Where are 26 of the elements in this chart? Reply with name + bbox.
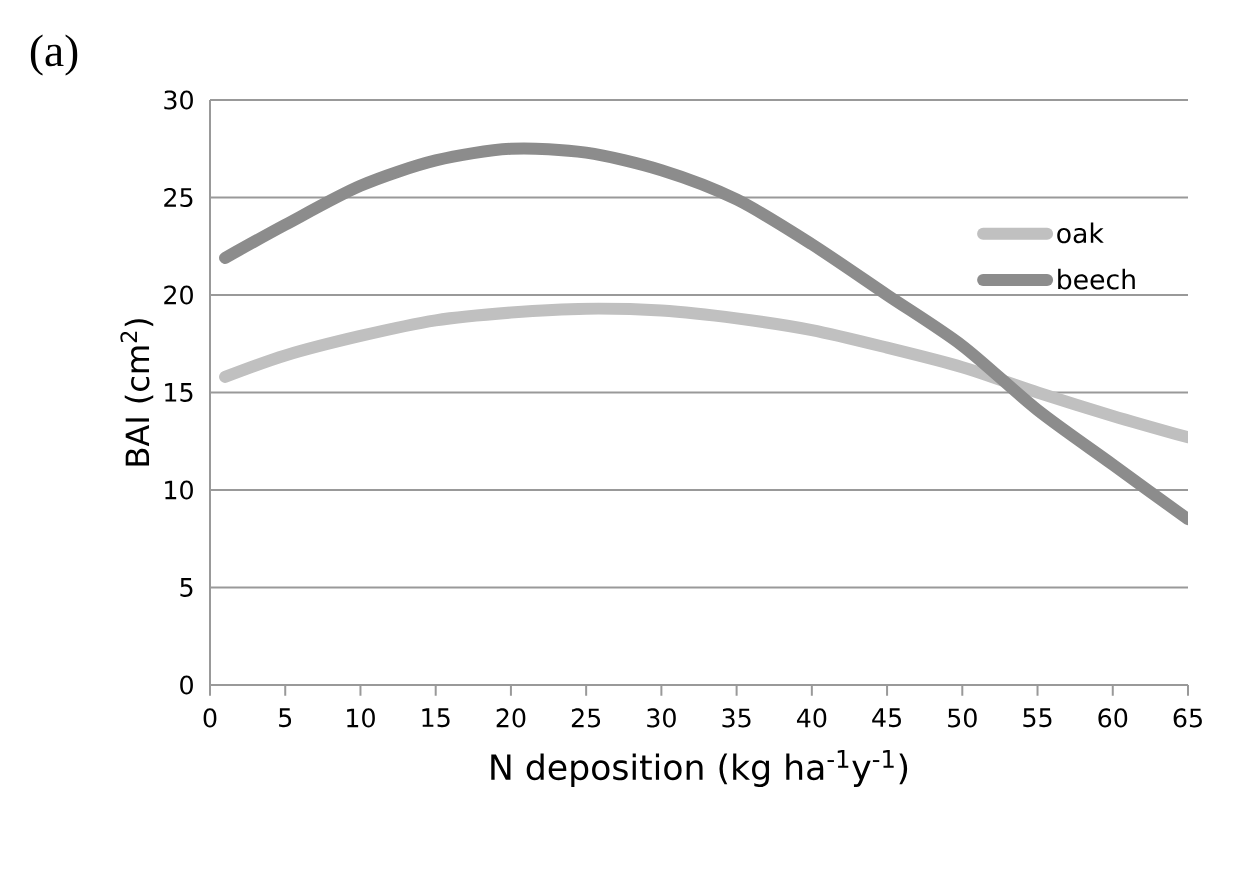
x-tick-label: 35: [722, 708, 751, 728]
x-tick-label: 55: [1023, 708, 1052, 728]
x-tick-label: 50: [948, 708, 977, 728]
x-tick-label: 60: [1098, 708, 1128, 728]
x-tick-label: 5: [279, 708, 292, 728]
x-tick-label: 0: [203, 708, 217, 728]
x-tick-label: 15: [422, 708, 450, 728]
y-tick-label: 20: [164, 285, 193, 305]
y-axis-title: BAI (cm$^{2}$): [120, 319, 154, 466]
y-tick-label: 15: [165, 383, 193, 402]
x-tick-label: 45: [872, 708, 901, 728]
x-axis-title: N deposition (kg ha$^{-1}$y$^{-1}$): [491, 750, 908, 787]
y-tick-label: 5: [180, 578, 193, 597]
x-tick-label: 40: [796, 708, 827, 728]
y-tick-label: 10: [165, 480, 193, 500]
x-tick-label: 65: [1173, 708, 1202, 728]
legend-label: beech: [1058, 268, 1135, 290]
y-tick-label: 0: [180, 675, 193, 695]
chart-title: (a): [30, 34, 78, 76]
x-tick-label: 25: [571, 708, 601, 728]
x-tick-label: 20: [496, 708, 526, 728]
legend-label: oak: [1057, 222, 1104, 244]
x-tick-label: 10: [347, 708, 375, 728]
y-tick-label: 25: [164, 187, 193, 208]
x-tick-label: 30: [647, 708, 676, 728]
y-tick-label: 30: [164, 90, 193, 110]
